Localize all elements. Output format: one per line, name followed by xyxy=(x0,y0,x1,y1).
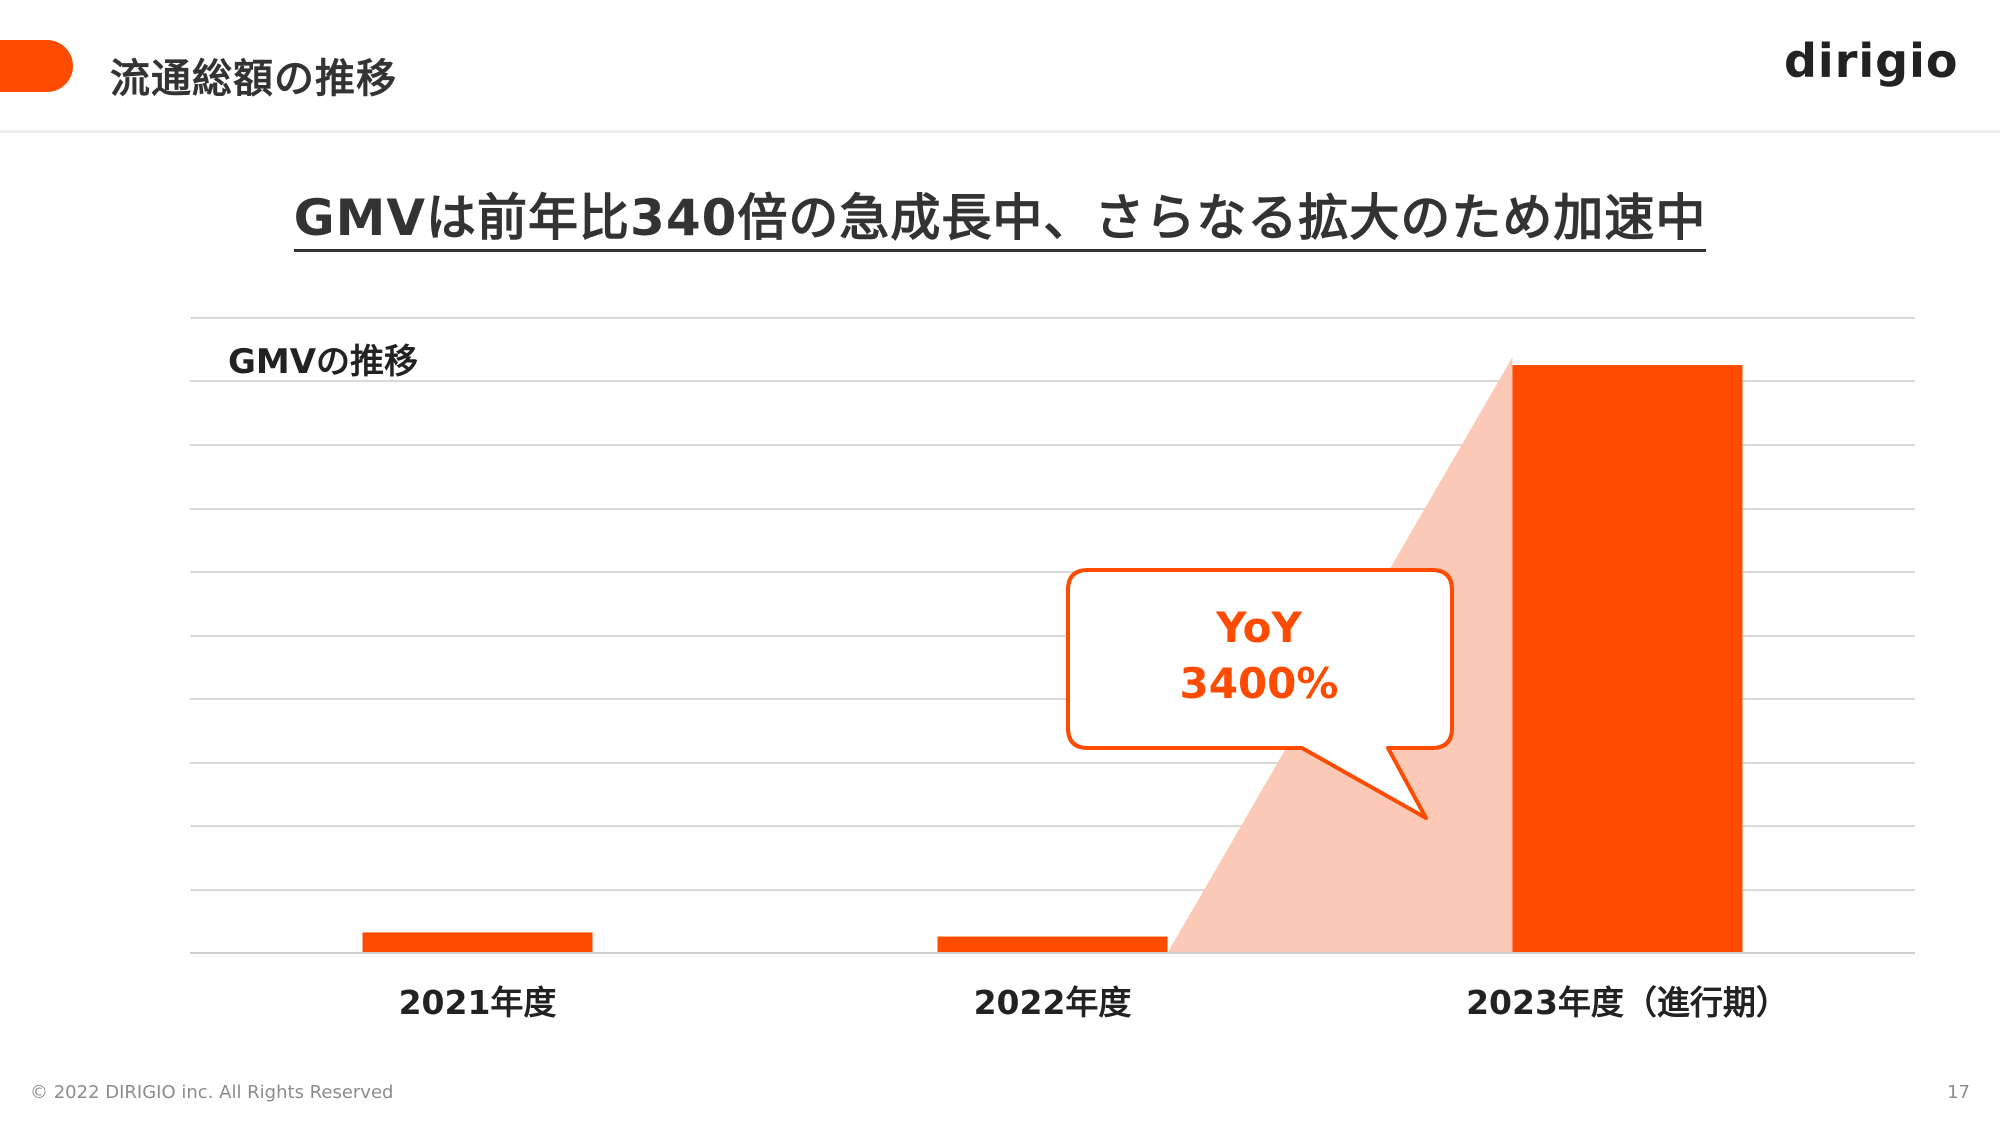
x-tick-label: 2022年度 xyxy=(974,983,1132,1022)
headline-text: GMVは前年比340倍の急成長中、さらなる拡大のため加速中 xyxy=(293,189,1707,252)
page-number: 17 xyxy=(1947,1082,1970,1103)
bar-2 xyxy=(937,936,1168,953)
x-tick-label: 2021年度 xyxy=(399,983,557,1022)
headline: GMVは前年比340倍の急成長中、さらなる拡大のため加速中 xyxy=(0,178,2000,252)
footer-copyright: © 2022 DIRIGIO inc. All Rights Reserved xyxy=(30,1082,394,1103)
bar-1 xyxy=(362,932,593,953)
yoy-callout-bubble xyxy=(1066,568,1454,820)
yoy-callout-text: YoY 3400% xyxy=(1067,600,1451,712)
header-accent-bar xyxy=(0,40,73,92)
bar-3 xyxy=(1512,365,1743,953)
chart-title: GMVの推移 xyxy=(228,342,419,382)
header-divider xyxy=(0,130,2000,133)
x-tick-label: 2023年度（進行期） xyxy=(1466,983,1789,1022)
logo-text: dirigio xyxy=(1784,34,1959,88)
callout-line-yoy: YoY xyxy=(1216,603,1302,652)
company-logo: dirigio xyxy=(1784,34,1958,88)
section-title: 流通総額の推移 xyxy=(110,56,397,102)
callout-line-percent: 3400% xyxy=(1179,659,1339,708)
